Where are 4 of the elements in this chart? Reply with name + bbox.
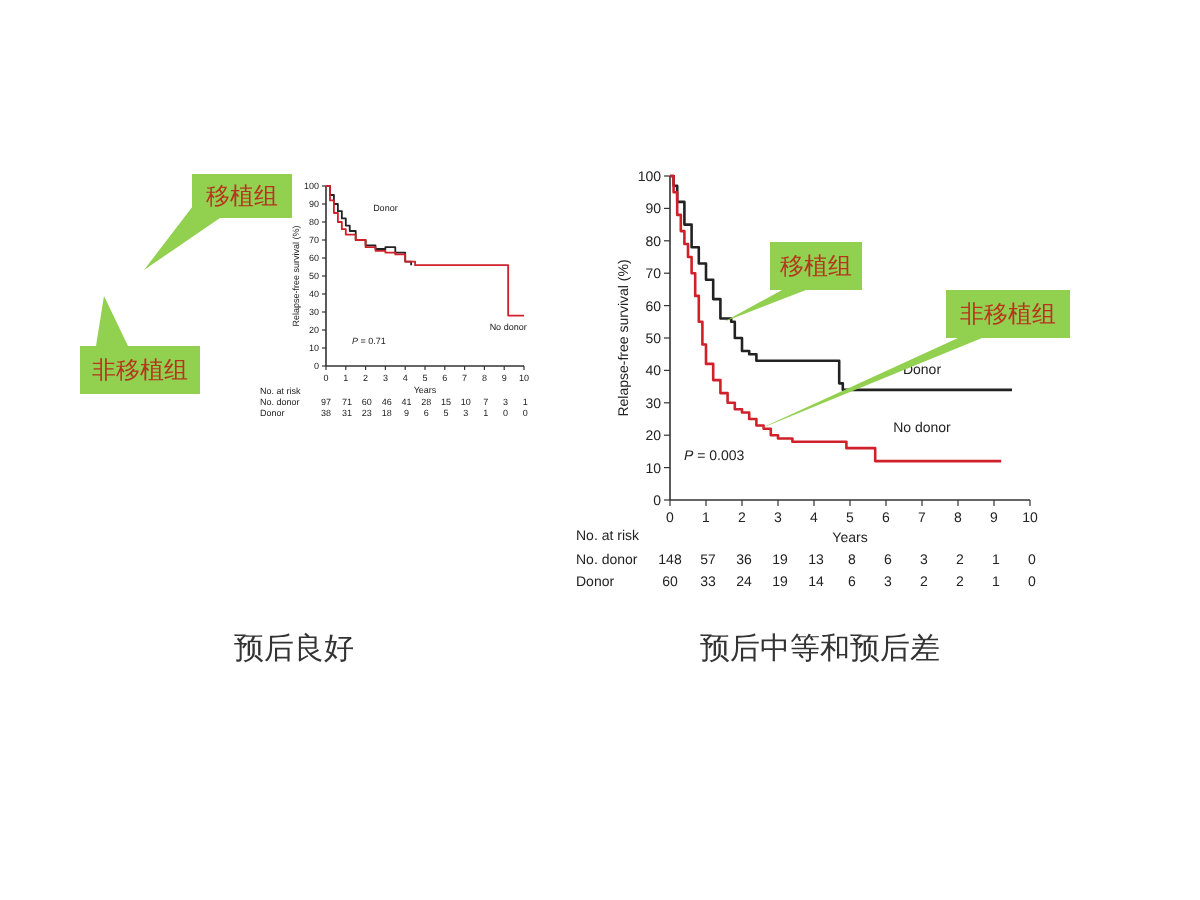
annotation: 移植组 (780, 252, 852, 281)
annotation: 非移植组 (960, 300, 1056, 329)
text: 预后中等和预后差 (700, 632, 940, 666)
text: 预后良好 (234, 632, 354, 666)
